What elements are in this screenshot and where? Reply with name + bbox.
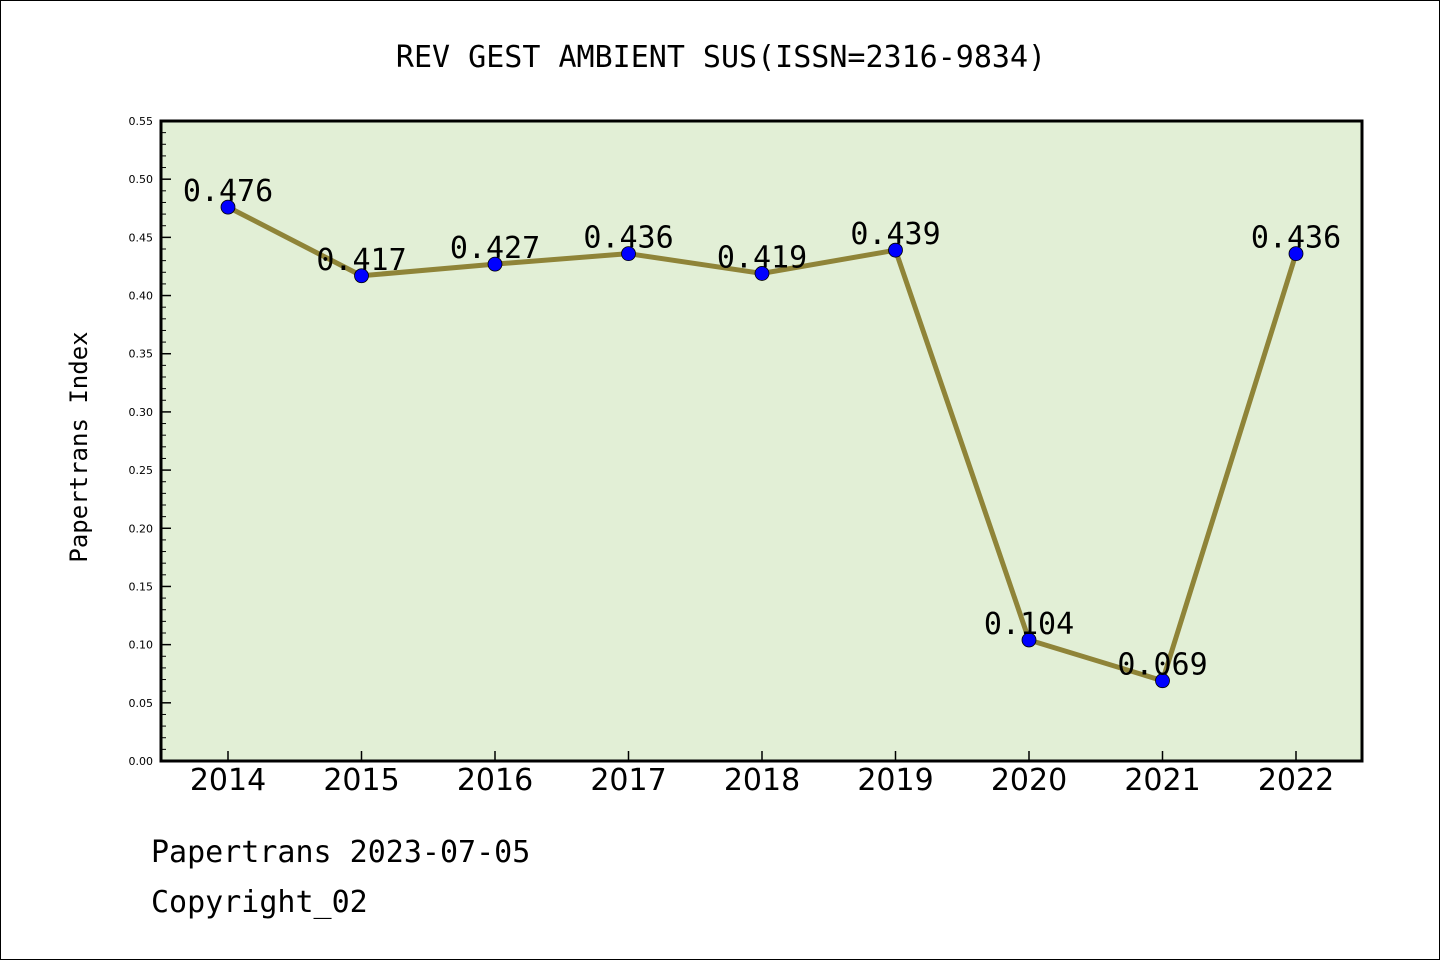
- data-label: 0.069: [1117, 648, 1207, 683]
- x-tick-label: 2018: [724, 763, 800, 798]
- y-axis-ticks: 0.00 0.05 0.10 0.15 0.20 0.25 0.30 0.35 0.40 0.45…: [129, 115, 171, 768]
- data-point: [354, 268, 369, 284]
- data-point: [1021, 632, 1037, 648]
- footer-copyright: Copyright_02: [151, 885, 368, 920]
- data-label: 0.436: [583, 221, 673, 256]
- data-label: 0.439: [850, 217, 940, 252]
- y-tick-label: 0.10: [129, 639, 154, 652]
- y-tick-label: 0.25: [129, 464, 154, 477]
- data-point: [1155, 673, 1170, 689]
- chart-title: REV GEST AMBIENT SUS(ISSN=2316-9834): [396, 40, 1046, 75]
- data-label: 0.419: [717, 240, 807, 275]
- y-tick-label: 0.55: [129, 115, 154, 128]
- data-label: 0.417: [316, 243, 406, 278]
- y-tick-label: 0.35: [129, 348, 154, 361]
- x-tick-label: 2015: [323, 763, 399, 798]
- x-tick-label: 2021: [1124, 763, 1200, 798]
- data-point: [754, 266, 770, 281]
- x-tick-label: 2016: [457, 763, 533, 798]
- y-tick-label: 0.50: [129, 173, 154, 186]
- x-tick-label: 2019: [857, 763, 933, 798]
- y-tick-label: 0.15: [129, 580, 154, 593]
- y-tick-label: 0.00: [129, 755, 154, 768]
- data-labels: 0.476 0.417 0.427 0.436 0.419 0.439 0.104 0.069…: [183, 174, 1341, 683]
- x-tick-label: 2020: [991, 763, 1067, 798]
- data-label: 0.427: [450, 231, 540, 266]
- y-tick-label: 0.20: [129, 522, 154, 535]
- data-point: [888, 242, 903, 258]
- y-tick-label: 0.05: [129, 697, 154, 710]
- x-axis-ticks: 2014 2015 2016 2017 2018 2019 2020 2021 2022: [190, 751, 1334, 798]
- data-point: [487, 256, 503, 272]
- y-tick-label: 0.40: [129, 290, 154, 303]
- y-tick-label: 0.30: [129, 406, 154, 419]
- data-markers: [220, 199, 1304, 689]
- x-tick-label: 2022: [1258, 763, 1334, 798]
- data-point: [621, 246, 636, 262]
- data-label: 0.476: [183, 174, 273, 209]
- plot-area: [161, 121, 1362, 761]
- data-point: [1288, 246, 1304, 262]
- x-tick-label: 2014: [190, 763, 266, 798]
- data-label: 0.436: [1251, 221, 1341, 256]
- plot-border: [159, 119, 1364, 763]
- footer-date: Papertrans 2023-07-05: [151, 835, 531, 870]
- y-axis-label: Papertrans Index: [65, 331, 93, 562]
- data-point: [220, 199, 236, 215]
- y-tick-label: 0.45: [129, 231, 154, 244]
- x-tick-label: 2017: [590, 763, 666, 798]
- data-label: 0.104: [984, 607, 1074, 642]
